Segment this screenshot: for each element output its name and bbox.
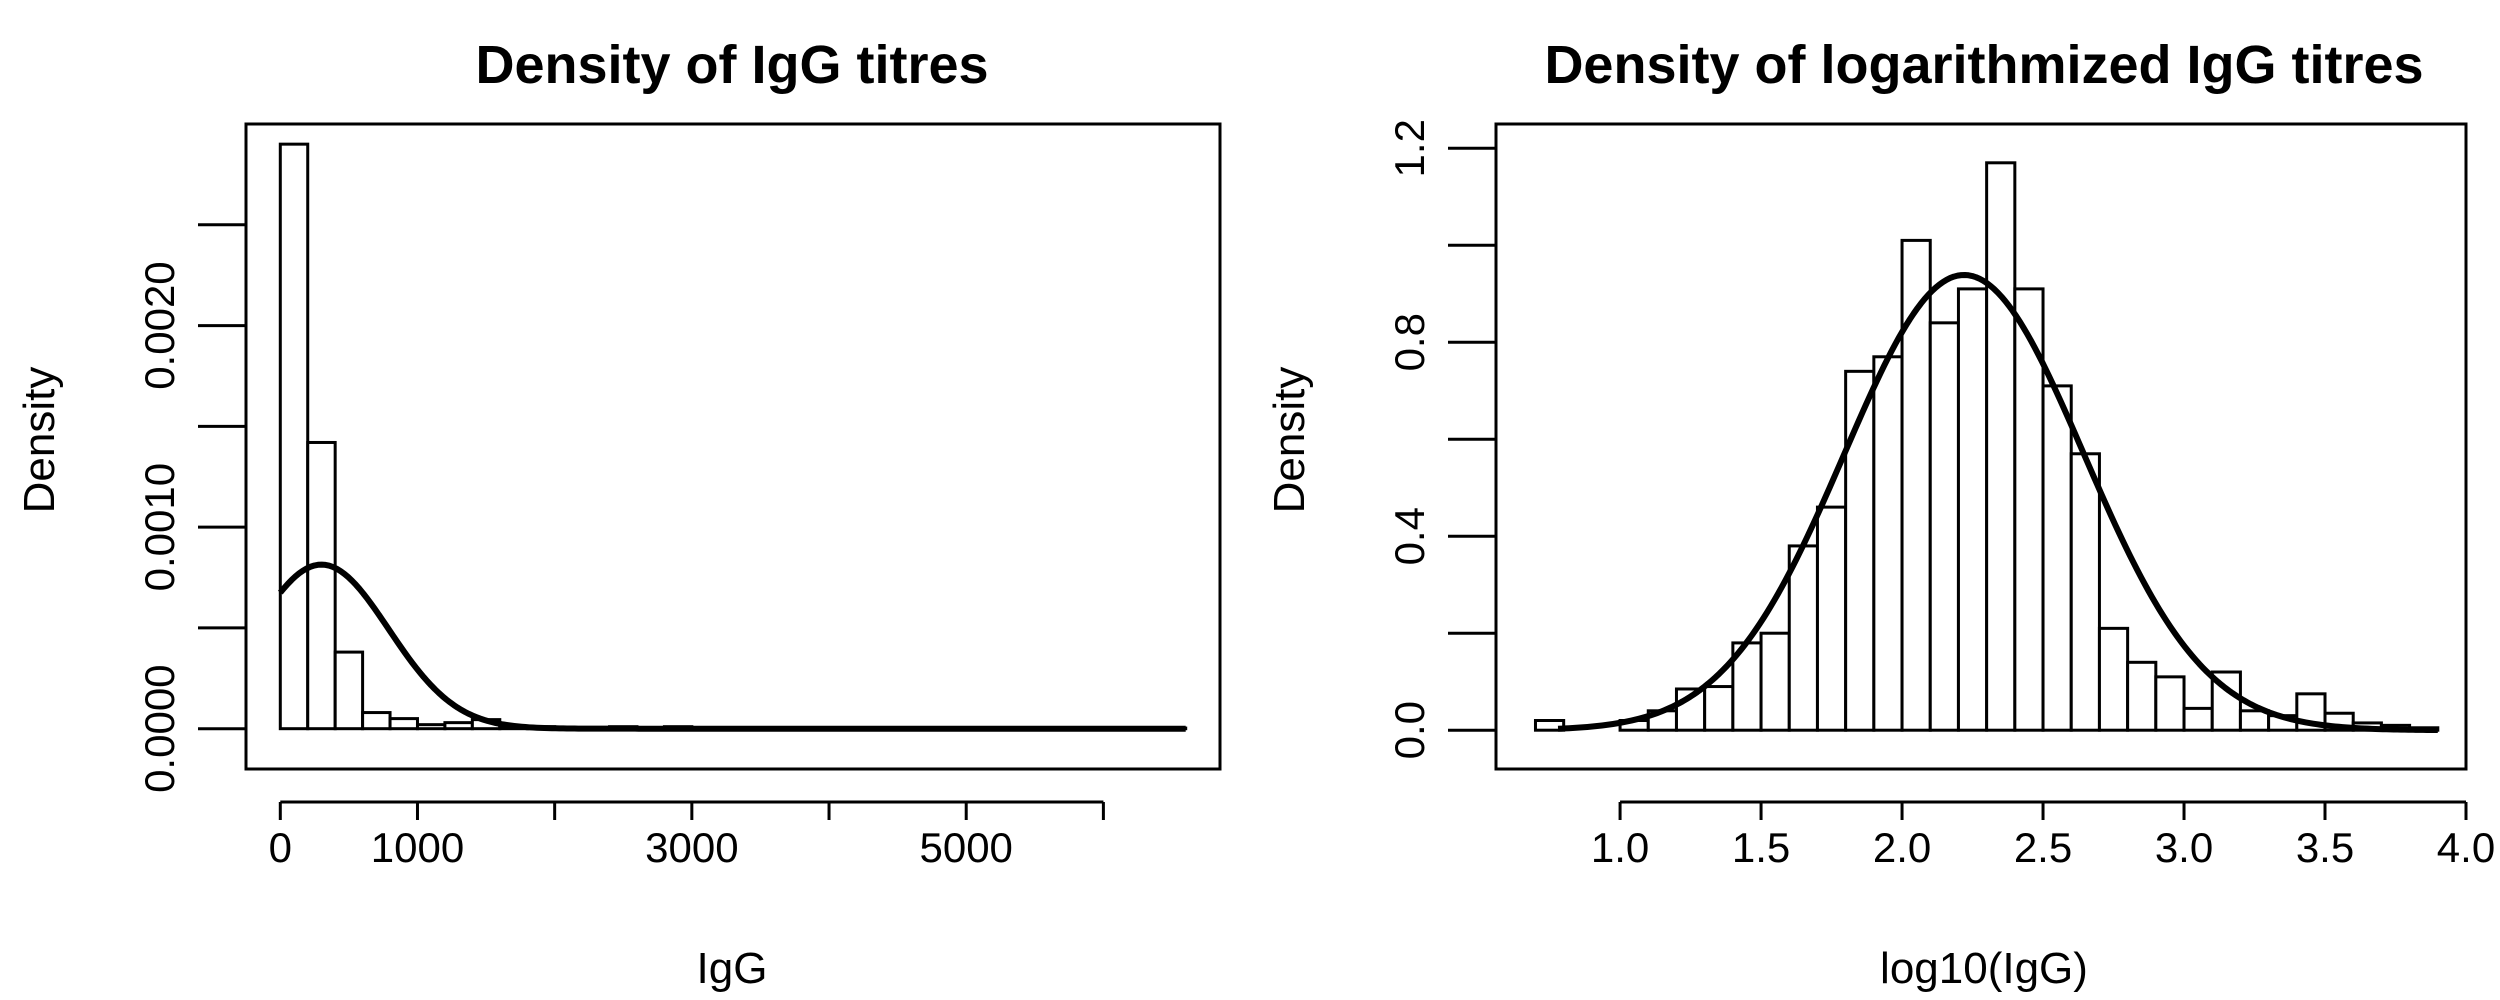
normal-density-curve	[277, 561, 1186, 732]
histogram-bar	[2069, 452, 2101, 732]
plot-frame	[244, 122, 1222, 771]
histogram-bar	[2013, 287, 2045, 732]
chart-title: Density of logarithmized IgG titres	[1544, 35, 2423, 95]
histogram-bar	[333, 650, 365, 731]
x-tick-label: 3.0	[2155, 824, 2213, 871]
histogram-bar	[306, 440, 337, 731]
histogram-bar	[1956, 287, 1989, 732]
histogram-bar	[1815, 505, 1848, 732]
histogram-bar	[1872, 355, 1904, 732]
histogram-bar	[443, 721, 474, 731]
x-tick-label: 2.5	[2014, 824, 2072, 871]
histogram-bar	[1703, 685, 1735, 732]
x-tick-label: 3.5	[2296, 824, 2354, 871]
y-axis: 0.0 0.4 0.8 1.2	[1386, 119, 1498, 759]
histogram-bars	[1533, 161, 2440, 732]
histogram-bar	[1731, 641, 1763, 732]
histogram-bar	[2154, 675, 2186, 732]
y-tick-label: 0.0000	[136, 664, 183, 792]
histogram-bar	[415, 723, 447, 731]
x-tick-label: 5000	[919, 824, 1012, 871]
y-tick-label: 0.0010	[136, 463, 183, 591]
y-tick-label: 1.2	[1386, 119, 1433, 177]
histogram-bars	[278, 142, 1188, 731]
chart-panel-igg: Density of IgG titres IgG Density 0 1000 3…	[15, 35, 1222, 993]
histogram-bar	[2210, 670, 2242, 732]
histogram-bar	[278, 142, 310, 731]
histogram-bar	[1787, 544, 1819, 732]
chart-title: Density of IgG titres	[475, 35, 988, 95]
y-axis-label: Density	[15, 367, 64, 514]
x-axis: 1.0 1.5 2.0 2.5 3.0 3.5 4.0	[1591, 800, 2495, 871]
x-axis: 0 1000 3000 5000	[269, 800, 1105, 871]
histogram-bar	[1533, 719, 1566, 732]
y-tick-label: 0.8	[1386, 313, 1433, 371]
histogram-bar	[1928, 321, 1960, 732]
x-tick-label: 4.0	[2437, 824, 2495, 871]
x-tick-label: 3000	[645, 824, 738, 871]
chart-panel-log-igg: Density of logarithmized IgG titres log1…	[1265, 35, 2495, 993]
normal-density-curve	[1557, 271, 2438, 734]
x-axis-label: IgG	[697, 944, 768, 993]
y-tick-label: 0.4	[1386, 507, 1433, 565]
histogram-bar	[1759, 631, 1791, 732]
histogram-bar	[2097, 626, 2130, 732]
y-axis: 0.0000 0.0010 0.0020	[136, 223, 248, 793]
x-tick-label: 0	[269, 824, 292, 871]
histogram-bar	[388, 717, 419, 731]
histogram-bar	[361, 711, 392, 731]
x-tick-label: 1000	[371, 824, 464, 871]
x-axis-label: log10(IgG)	[1880, 944, 2088, 993]
y-tick-label: 0.0020	[136, 261, 183, 389]
histogram-bar	[2041, 384, 2073, 732]
x-tick-label: 2.0	[1873, 824, 1931, 871]
y-tick-label: 0.0	[1386, 701, 1433, 759]
histogram-bar	[1985, 161, 2017, 732]
y-axis-label: Density	[1265, 367, 1314, 514]
x-tick-label: 1.5	[1732, 824, 1790, 871]
histogram-bar	[2126, 660, 2158, 732]
x-tick-label: 1.0	[1591, 824, 1649, 871]
histogram-bar	[2182, 706, 2214, 732]
histogram-bar	[1674, 687, 1707, 732]
